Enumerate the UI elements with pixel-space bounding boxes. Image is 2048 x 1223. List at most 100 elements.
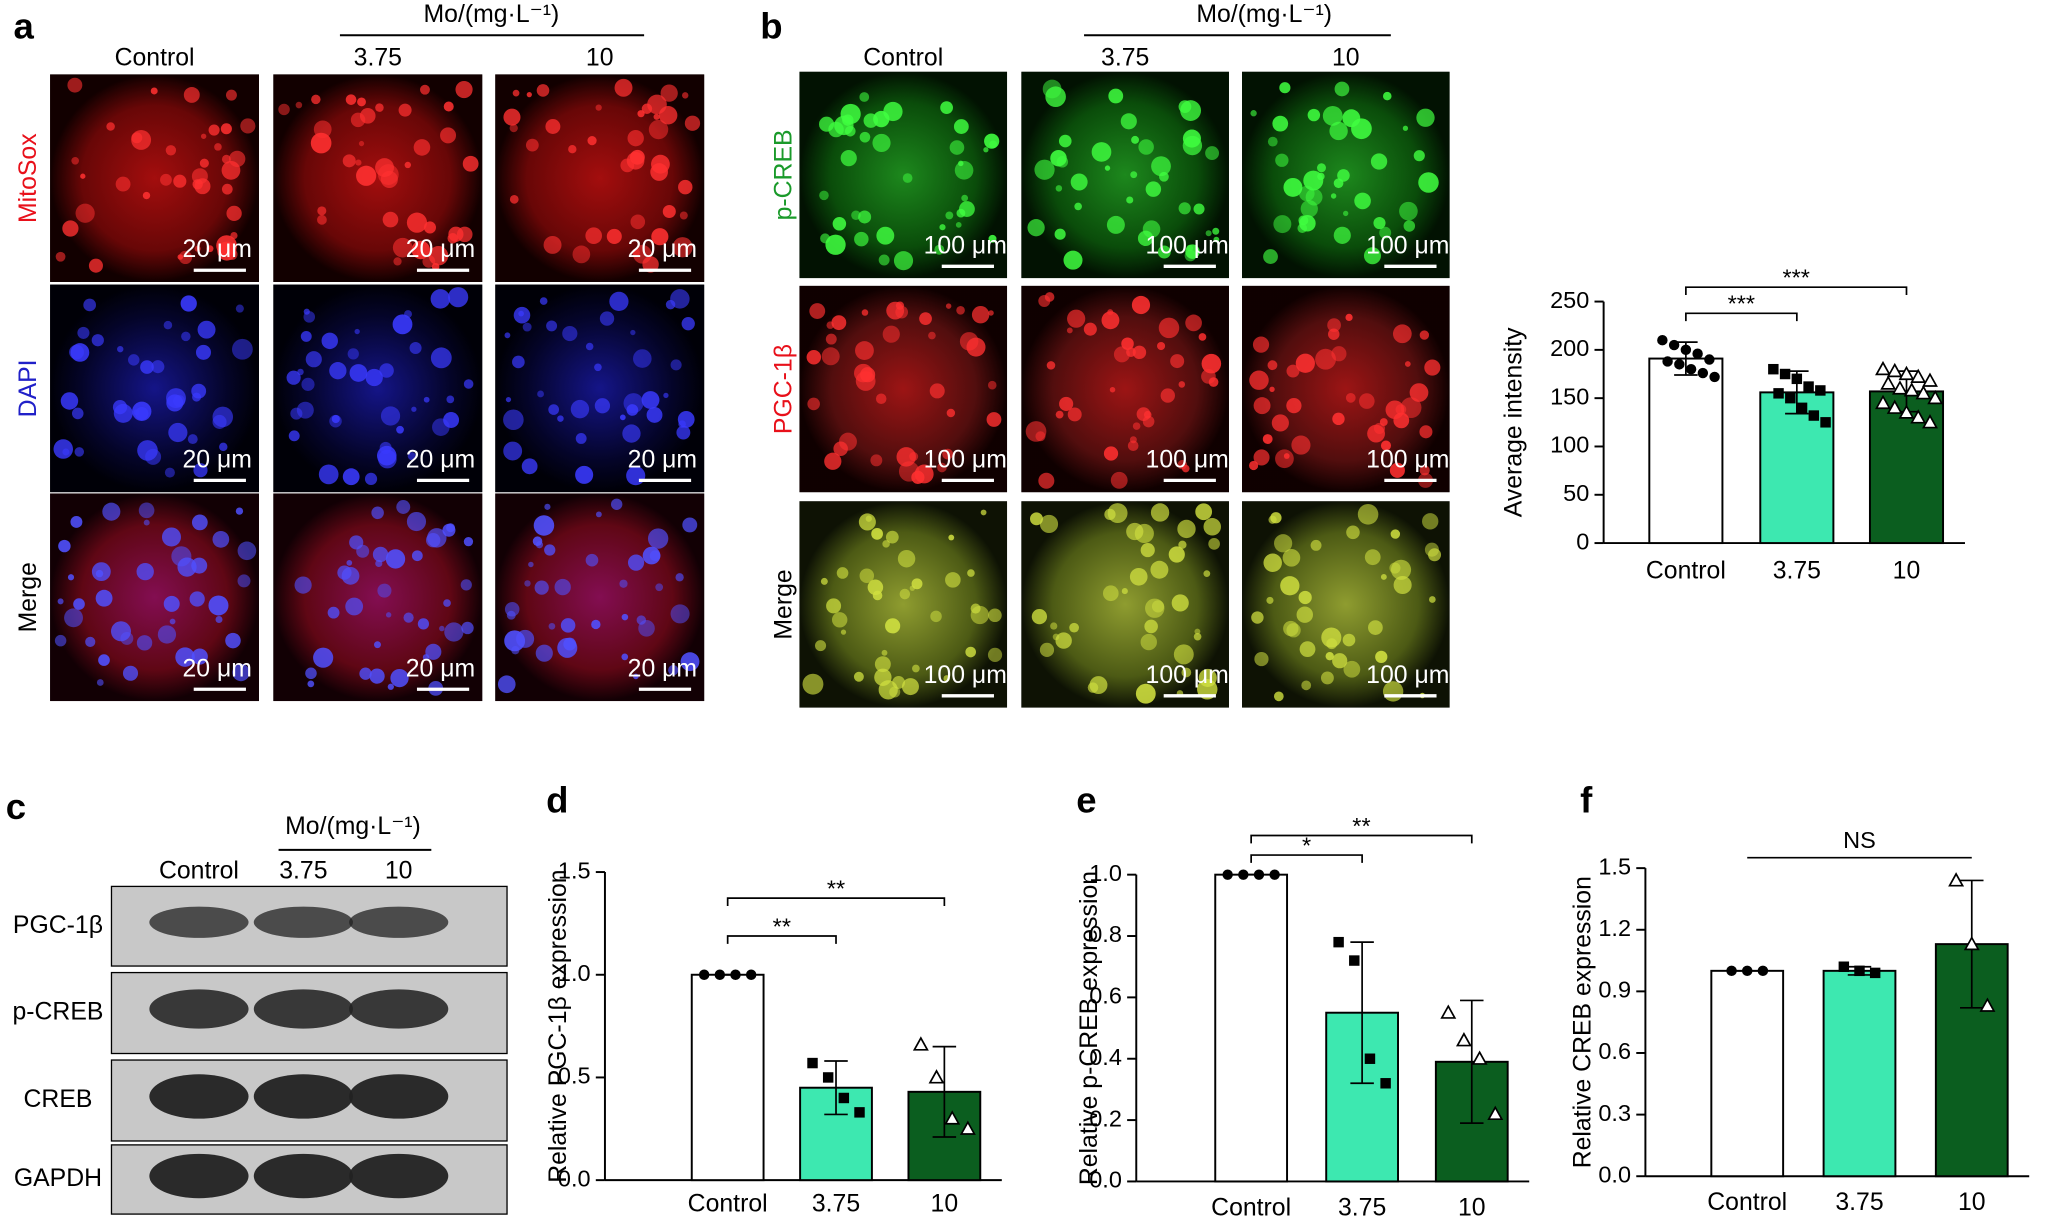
cell [1127, 440, 1139, 452]
significance-label: ** [773, 913, 791, 939]
data-point [1685, 363, 1697, 375]
cell [899, 588, 911, 600]
cell [1038, 472, 1055, 489]
cell [668, 665, 679, 676]
cell [840, 103, 861, 125]
blot [110, 1059, 508, 1142]
cell [1316, 163, 1327, 173]
cell [594, 398, 611, 414]
cell [288, 430, 300, 442]
x-tick-label: 3.75 [1835, 1189, 1883, 1216]
significance-bracket [1250, 834, 1473, 844]
cell [1054, 228, 1066, 240]
significance-label: ** [827, 876, 845, 902]
micrograph [495, 284, 705, 493]
cell [874, 656, 891, 673]
cell [1337, 169, 1350, 182]
cell [463, 379, 474, 389]
cell [214, 143, 222, 151]
image-signal [495, 493, 705, 702]
column-label: Control [863, 44, 943, 71]
data-point [1349, 955, 1360, 966]
cell [88, 258, 103, 273]
cell [1418, 172, 1439, 193]
cell [939, 224, 946, 231]
cell [177, 254, 184, 260]
cell [193, 463, 208, 478]
cell [305, 351, 322, 368]
significance-label: * [1302, 832, 1311, 858]
cell [219, 442, 228, 452]
cell [226, 205, 242, 222]
cell [372, 546, 389, 563]
cell [859, 568, 875, 584]
cell [1106, 215, 1125, 234]
panel-label: b [760, 5, 782, 46]
cell [58, 539, 71, 553]
cell [1055, 632, 1072, 649]
cell [180, 295, 197, 312]
cell [215, 616, 223, 624]
cell [504, 332, 511, 339]
cell [173, 174, 187, 188]
cell [943, 675, 950, 682]
data-point [1238, 869, 1249, 880]
cell [1212, 227, 1220, 235]
cell [83, 298, 97, 312]
cell [430, 347, 452, 369]
cell [627, 554, 645, 571]
cell [54, 634, 67, 647]
data-point [1364, 1053, 1376, 1064]
cell [1067, 407, 1082, 422]
cell [411, 240, 431, 260]
cell [331, 414, 340, 424]
cell [1171, 594, 1189, 612]
cell [855, 341, 874, 360]
cell [133, 409, 140, 416]
cell [73, 598, 85, 610]
scale-bar-label: 20 μm [628, 655, 697, 682]
cell [1273, 215, 1292, 234]
x-tick-label: 10 [1458, 1194, 1486, 1218]
cell [1428, 596, 1436, 603]
cell [1307, 108, 1321, 122]
bar [1759, 391, 1835, 545]
cell [658, 106, 678, 125]
cell [1178, 540, 1187, 549]
cell [165, 145, 177, 156]
data-point [1333, 936, 1344, 948]
cell [136, 562, 154, 581]
cell [345, 94, 357, 105]
scale-bar-label: 100 μm [924, 446, 1007, 473]
data-point [838, 1092, 850, 1104]
cell [1104, 165, 1111, 171]
bar [1934, 943, 2009, 1178]
cell [983, 147, 989, 153]
y-tick-label: 200 [1550, 335, 1589, 361]
cell [1205, 230, 1212, 237]
cell [980, 509, 987, 516]
cell [235, 304, 244, 313]
cell [855, 371, 876, 391]
cell [442, 523, 456, 537]
data-point [1674, 359, 1685, 370]
cell [295, 101, 303, 109]
cell [554, 578, 571, 596]
significance-bracket [1685, 286, 1908, 296]
cell [663, 392, 669, 399]
cell [503, 108, 521, 126]
y-tick-label: 1.0 [558, 960, 591, 986]
cell [836, 567, 849, 579]
cell [809, 303, 826, 319]
cell [532, 536, 543, 546]
data-point [1487, 1105, 1504, 1121]
data-point [1380, 1078, 1391, 1089]
band [253, 906, 353, 938]
cell [955, 221, 962, 228]
cell [591, 619, 601, 630]
x-tick-label: 10 [1958, 1189, 1986, 1216]
cell [940, 101, 953, 115]
cell [961, 194, 969, 202]
cell [1379, 226, 1392, 239]
cell [106, 122, 115, 131]
